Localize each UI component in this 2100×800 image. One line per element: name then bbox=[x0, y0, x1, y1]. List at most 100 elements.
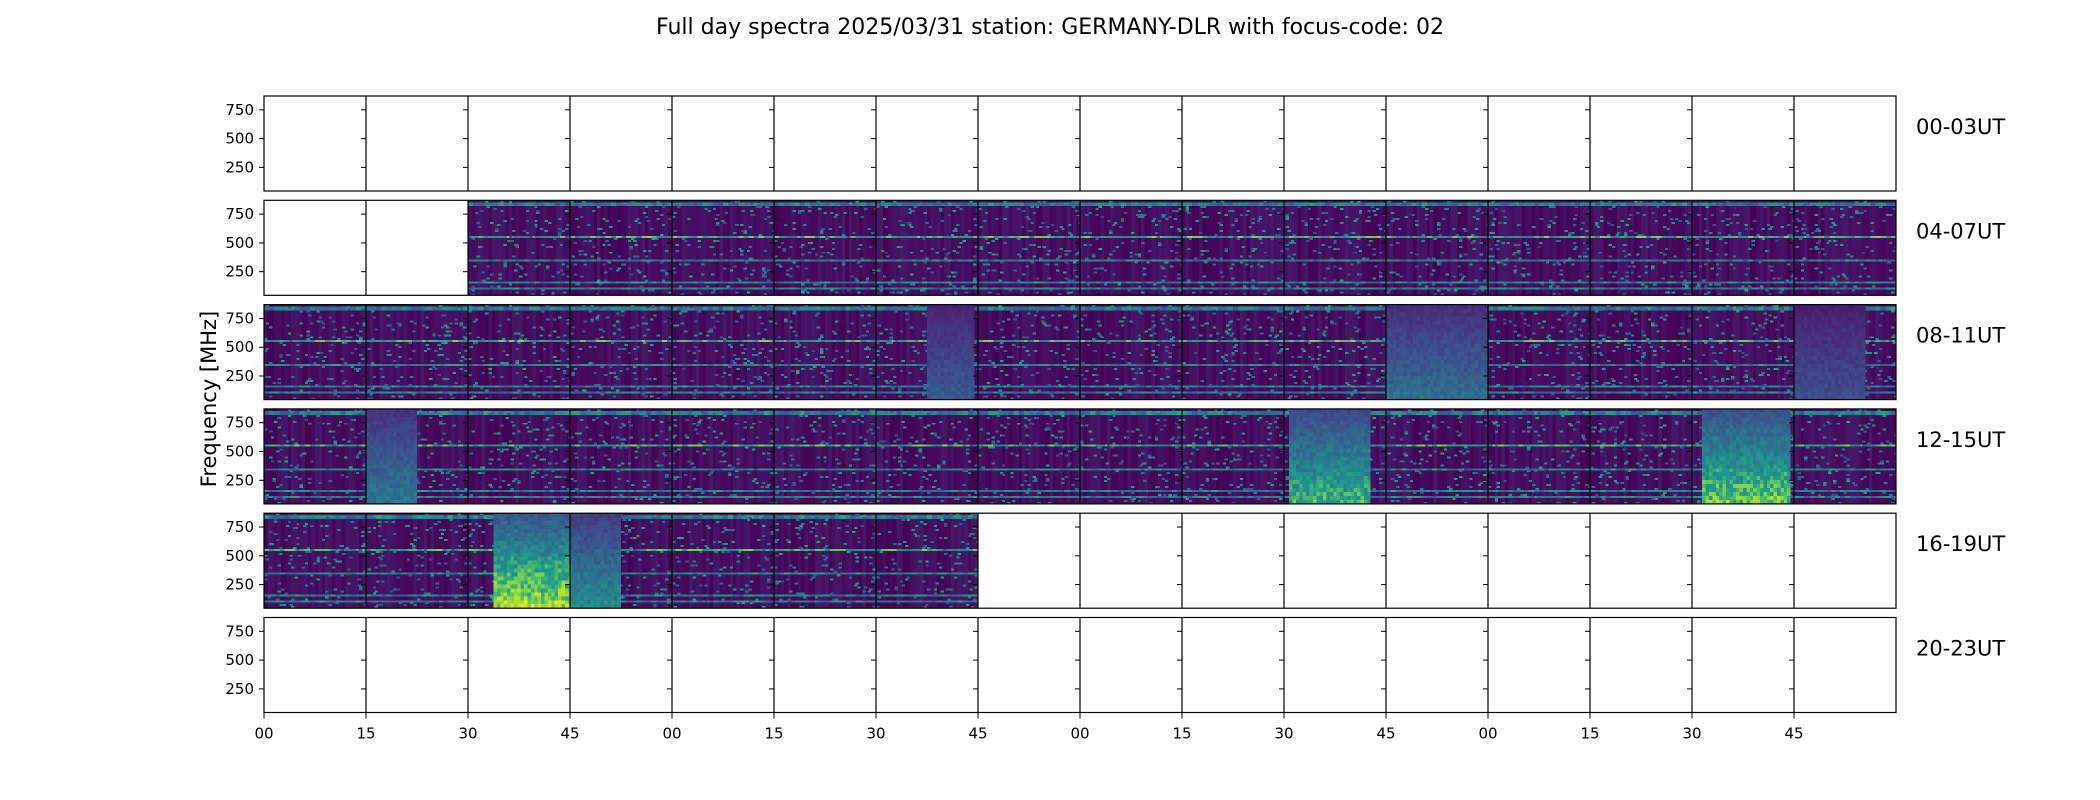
spectrogram-panel bbox=[672, 408, 774, 504]
spectrogram-panel bbox=[570, 200, 672, 296]
spectrogram-panel bbox=[978, 304, 1080, 400]
row-frame bbox=[263, 512, 1897, 609]
spectra-row: 250 500 750 04-07UT bbox=[225, 199, 2005, 296]
spectrogram-panel bbox=[1182, 304, 1284, 400]
x-tick-label: 15 bbox=[764, 725, 783, 743]
spectrogram-panel bbox=[1692, 408, 1794, 504]
spectrogram-panel bbox=[774, 408, 876, 504]
spectrogram-panel bbox=[978, 408, 1080, 504]
spectrogram-panel bbox=[570, 408, 672, 504]
spectrogram-rows: 250 500 750 00-03UT 250 500 750 04-07UT 250 500 75… bbox=[225, 95, 2005, 714]
spectrogram-panel bbox=[876, 513, 978, 609]
spectrogram-panel bbox=[672, 513, 774, 609]
spectra-row: 250 500 750 16-19UT bbox=[225, 512, 2005, 609]
y-tick-label: 250 bbox=[225, 680, 254, 698]
spectrogram-panel bbox=[264, 513, 366, 609]
spectrogram-panel bbox=[1590, 200, 1692, 296]
spectrogram-panel bbox=[468, 513, 570, 609]
spectrogram-panel bbox=[1488, 200, 1590, 296]
y-tick-label: 750 bbox=[225, 518, 254, 536]
spectrogram-panel bbox=[1386, 408, 1488, 504]
spectrogram-panel bbox=[876, 408, 978, 504]
row-frame bbox=[263, 304, 1897, 401]
x-tick-label: 15 bbox=[356, 725, 375, 743]
y-tick-label: 500 bbox=[225, 547, 254, 565]
spectrogram-panel bbox=[1488, 304, 1590, 400]
row-frame bbox=[263, 199, 1897, 296]
spectrogram-panel bbox=[1182, 408, 1284, 504]
spectrogram-panel bbox=[468, 408, 570, 504]
x-tick-label: 00 bbox=[1478, 725, 1497, 743]
x-tick-label: 45 bbox=[1376, 725, 1395, 743]
x-tick-label: 30 bbox=[1274, 725, 1293, 743]
x-tick-label: 00 bbox=[254, 725, 273, 743]
x-tick-label: 45 bbox=[1784, 725, 1803, 743]
spectrogram-panel bbox=[1692, 200, 1794, 296]
row-label: 08-11UT bbox=[1916, 324, 2005, 348]
spectrogram-panel bbox=[1386, 200, 1488, 296]
spectrogram-panel bbox=[366, 304, 468, 400]
y-tick-label: 250 bbox=[225, 471, 254, 489]
row-label: 00-03UT bbox=[1916, 115, 2005, 139]
y-tick-label: 500 bbox=[225, 338, 254, 356]
spectra-row: 250 500 750 12-15UT bbox=[225, 408, 2005, 505]
y-tick-label: 500 bbox=[225, 443, 254, 461]
spectrogram-panel bbox=[1794, 200, 1896, 296]
spectrogram-panel bbox=[774, 513, 876, 609]
spectrogram-panel bbox=[774, 304, 876, 400]
row-frame bbox=[263, 95, 1897, 192]
spectrogram-panel bbox=[570, 513, 672, 609]
spectrogram-panel bbox=[366, 408, 468, 504]
row-frame bbox=[263, 408, 1897, 505]
x-tick-label: 00 bbox=[1070, 725, 1089, 743]
x-tick-label: 15 bbox=[1172, 725, 1191, 743]
y-tick-label: 250 bbox=[225, 158, 254, 176]
spectrogram-panel bbox=[264, 304, 366, 400]
x-tick-label: 00 bbox=[662, 725, 681, 743]
y-tick-label: 500 bbox=[225, 234, 254, 252]
spectrogram-panel bbox=[1386, 304, 1488, 400]
spectrogram-panel bbox=[672, 200, 774, 296]
spectrogram-panel bbox=[1794, 304, 1896, 400]
spectra-row: 250 500 750 00-03UT bbox=[225, 95, 2005, 192]
spectra-row: 250 500 750 08-11UT bbox=[225, 304, 2005, 401]
spectrogram-panel bbox=[468, 200, 570, 296]
spectrogram-panel bbox=[1692, 304, 1794, 400]
y-tick-label: 750 bbox=[225, 101, 254, 119]
spectrogram-panel bbox=[1284, 408, 1386, 504]
spectrogram-panel bbox=[570, 304, 672, 400]
y-tick-label: 500 bbox=[225, 130, 254, 148]
spectrogram-panel bbox=[774, 200, 876, 296]
y-tick-label: 750 bbox=[225, 309, 254, 327]
y-tick-label: 250 bbox=[225, 263, 254, 281]
spectrogram-panel bbox=[1284, 200, 1386, 296]
y-axis-label: Frequency [MHz] bbox=[197, 311, 221, 487]
spectrogram-panel bbox=[1590, 304, 1692, 400]
x-tick-label: 45 bbox=[968, 725, 987, 743]
x-tick-label: 30 bbox=[1682, 725, 1701, 743]
x-tick-label: 30 bbox=[458, 725, 477, 743]
spectrogram-panel bbox=[876, 200, 978, 296]
spectrogram-panel bbox=[876, 304, 978, 400]
spectrogram-panel bbox=[1080, 200, 1182, 296]
spectrogram-panel bbox=[1080, 304, 1182, 400]
x-tick-label: 15 bbox=[1580, 725, 1599, 743]
row-label: 04-07UT bbox=[1916, 219, 2005, 243]
row-label: 12-15UT bbox=[1916, 428, 2005, 452]
y-tick-label: 750 bbox=[225, 205, 254, 223]
y-tick-label: 250 bbox=[225, 367, 254, 385]
spectrogram-panel bbox=[1182, 200, 1284, 296]
spectrogram-panel bbox=[1488, 408, 1590, 504]
spectrogram-panel bbox=[264, 408, 366, 504]
spectrogram-panel bbox=[1080, 408, 1182, 504]
row-label: 20-23UT bbox=[1916, 637, 2005, 661]
x-tick-labels: 00 15 30 45 00 15 30 45 00 15 30 45 00 15 30 45 bbox=[254, 712, 1804, 743]
spectrogram-panel bbox=[672, 304, 774, 400]
spectrogram-panel bbox=[468, 304, 570, 400]
y-tick-label: 750 bbox=[225, 414, 254, 432]
chart-title: Full day spectra 2025/03/31 station: GER… bbox=[656, 15, 1444, 40]
y-tick-label: 500 bbox=[225, 651, 254, 669]
x-tick-label: 30 bbox=[866, 725, 885, 743]
spectrogram-panel bbox=[366, 513, 468, 609]
spectrogram-panel bbox=[1794, 408, 1896, 504]
